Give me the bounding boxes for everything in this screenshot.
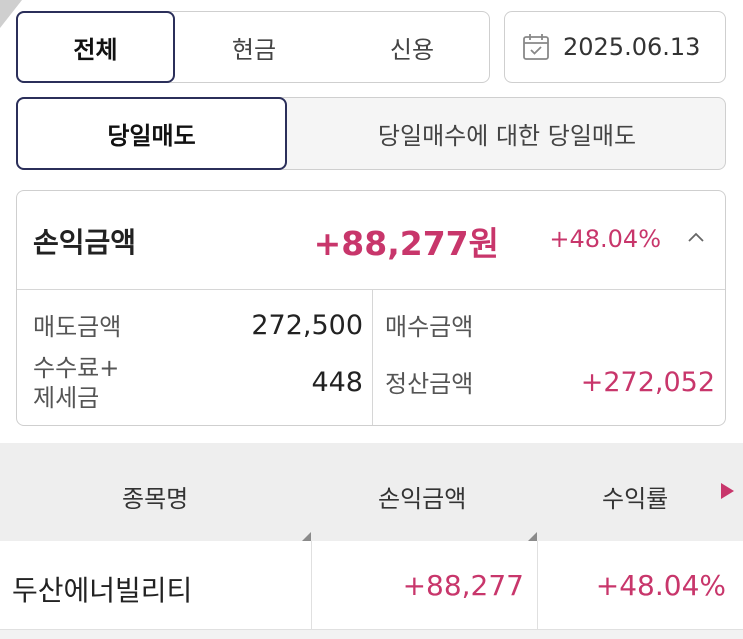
- sort-indicator-icon: [528, 532, 537, 541]
- play-right-icon[interactable]: [721, 483, 734, 499]
- tab-all[interactable]: 전체: [16, 11, 175, 83]
- settle-amount-value: +272,052: [580, 367, 715, 398]
- date-value: 2025.06.13: [563, 33, 701, 61]
- column-stock-name[interactable]: 종목명: [122, 485, 189, 513]
- sell-mode-tabs: 당일매도 당일매수에 대한 당일매도: [16, 97, 726, 170]
- settle-amount-label: 정산금액: [385, 370, 474, 398]
- sell-amount-value: 272,500: [251, 310, 363, 341]
- row-return-rate: +48.04%: [595, 569, 726, 602]
- column-profit-amount[interactable]: 손익금액: [378, 485, 467, 513]
- tab-same-day-buy-sell[interactable]: 당일매수에 대한 당일매도: [377, 122, 637, 150]
- profit-label: 손익금액: [33, 226, 137, 259]
- chevron-up-icon[interactable]: [687, 229, 705, 247]
- profit-rate: +48.04%: [549, 225, 661, 253]
- profit-summary-card: 손익금액 +88,277원 +48.04% 매도금액 272,500 매수금액 …: [16, 190, 726, 426]
- profit-summary-header[interactable]: 손익금액 +88,277원 +48.04%: [17, 191, 725, 290]
- date-picker[interactable]: 2025.06.13: [504, 11, 726, 83]
- account-type-tabs: 전체 현금 신용: [16, 11, 490, 83]
- column-return-rate[interactable]: 수익률: [602, 485, 669, 513]
- cell-divider: [311, 541, 312, 629]
- row-profit-amount: +88,277: [402, 569, 524, 602]
- tab-cash[interactable]: 현금: [231, 35, 277, 64]
- profit-amount: +88,277원: [313, 224, 499, 263]
- table-row[interactable]: 두산에너빌리티 +88,277 +48.04%: [0, 541, 743, 630]
- bottom-strip: [0, 630, 743, 639]
- fee-tax-label-line2: 제세금: [33, 384, 100, 412]
- tab-credit[interactable]: 신용: [389, 35, 435, 64]
- fee-tax-value: 448: [311, 367, 363, 398]
- sort-indicator-icon: [302, 532, 311, 541]
- calendar-icon: [523, 34, 549, 60]
- buy-amount-label: 매수금액: [385, 313, 474, 341]
- details-divider: [372, 289, 373, 425]
- table-header: 종목명 손익금액 수익률: [0, 443, 743, 541]
- profit-summary-details: 매도금액 272,500 매수금액 수수료+ 제세금 448 정산금액 +272…: [17, 289, 725, 425]
- tab-same-day-sell[interactable]: 당일매도: [16, 97, 287, 170]
- row-stock-name: 두산에너빌리티: [12, 574, 193, 607]
- fee-tax-label-line1: 수수료+: [33, 354, 120, 382]
- sell-amount-label: 매도금액: [33, 313, 122, 341]
- cell-divider: [537, 541, 538, 629]
